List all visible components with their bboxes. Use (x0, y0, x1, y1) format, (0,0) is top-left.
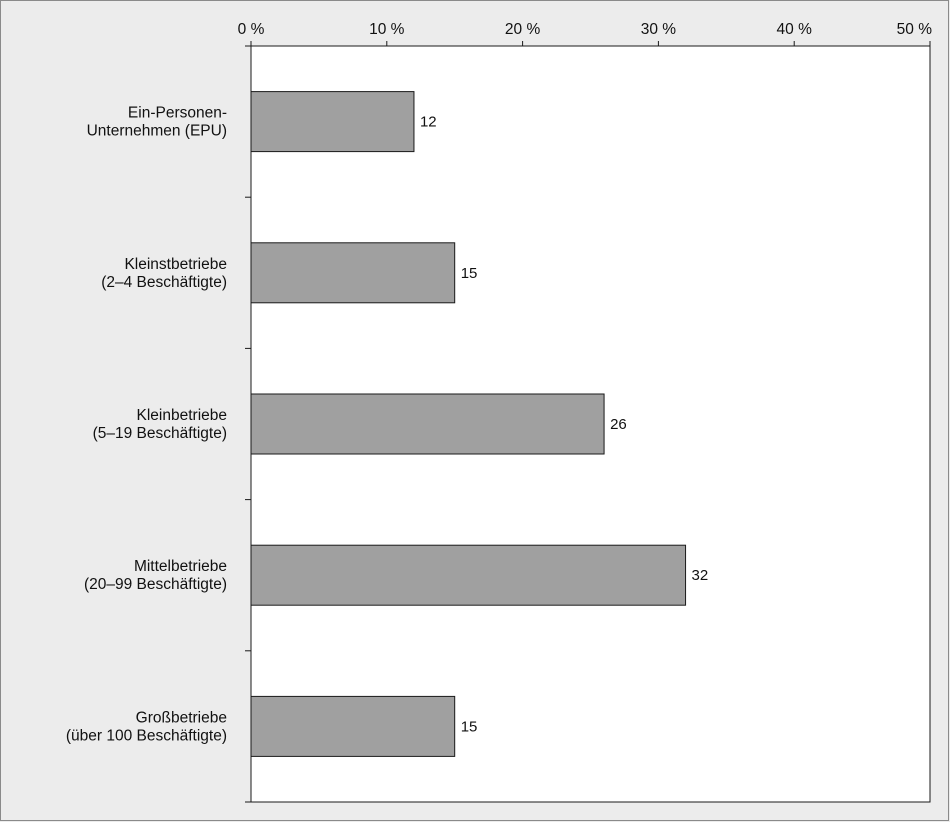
bar (250, 393, 605, 455)
bar-value-label: 15 (461, 718, 478, 735)
category-label: Mittelbetriebe (20–99 Beschäftigte) (84, 558, 227, 593)
bar (250, 544, 687, 606)
x-tick-label: 40 % (777, 21, 813, 38)
category-label: Kleinbetriebe (5–19 Beschäftigte) (93, 407, 227, 442)
bar-value-label: 32 (692, 567, 709, 584)
x-tick-label: 0 % (238, 21, 265, 38)
bar (250, 242, 456, 304)
x-tick-label: 20 % (505, 21, 541, 38)
bar (250, 695, 456, 757)
x-tick-label: 10 % (369, 21, 405, 38)
category-label: Ein-Personen-Unternehmen (EPU) (87, 105, 227, 140)
bar (250, 91, 415, 153)
x-tick-label: 50 % (897, 21, 933, 38)
category-label: Kleinstbetriebe (2–4 Beschäftigte) (101, 256, 227, 291)
bar-value-label: 12 (420, 114, 437, 131)
bar-value-label: 26 (610, 416, 627, 433)
category-label: Großbetriebe (über 100 Beschäftigte) (66, 709, 227, 744)
x-tick-label: 30 % (641, 21, 677, 38)
bar-value-label: 15 (461, 265, 478, 282)
